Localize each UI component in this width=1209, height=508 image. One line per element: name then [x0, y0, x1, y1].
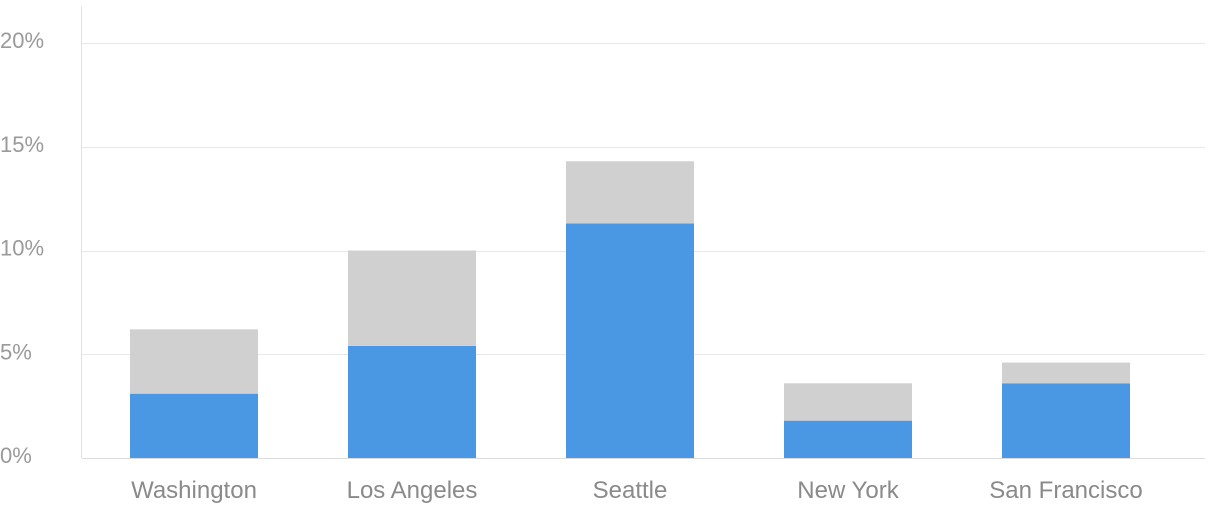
x-tick-label: Seattle — [593, 477, 668, 504]
bar-segment-2 — [784, 383, 912, 421]
bar-segment-2 — [566, 161, 694, 224]
y-tick-label: 10% — [0, 236, 44, 261]
bar-segment-2 — [130, 329, 258, 394]
x-tick-label: San Francisco — [989, 477, 1142, 504]
bar-segment-2 — [348, 250, 476, 346]
bar-segment-2 — [1002, 362, 1130, 384]
y-tick-label: 15% — [0, 132, 44, 157]
bars — [130, 161, 1130, 458]
bar-segment-1 — [1002, 383, 1130, 458]
y-tick-label: 5% — [0, 339, 32, 364]
bar-segment-1 — [566, 223, 694, 458]
x-tick-label: Washington — [131, 477, 257, 504]
x-tick-label: Los Angeles — [347, 477, 478, 504]
x-axis-labels: Washington Los Angeles Seattle New York San … — [131, 477, 1143, 504]
bar-segment-1 — [348, 345, 476, 458]
y-axis-ticks: 0% 5% 10% 15% 20% — [0, 28, 44, 468]
bar-segment-1 — [784, 420, 912, 458]
bar-segment-1 — [130, 393, 258, 458]
x-tick-label: New York — [797, 477, 899, 504]
y-tick-label: 20% — [0, 28, 44, 53]
y-tick-label: 0% — [0, 443, 32, 468]
